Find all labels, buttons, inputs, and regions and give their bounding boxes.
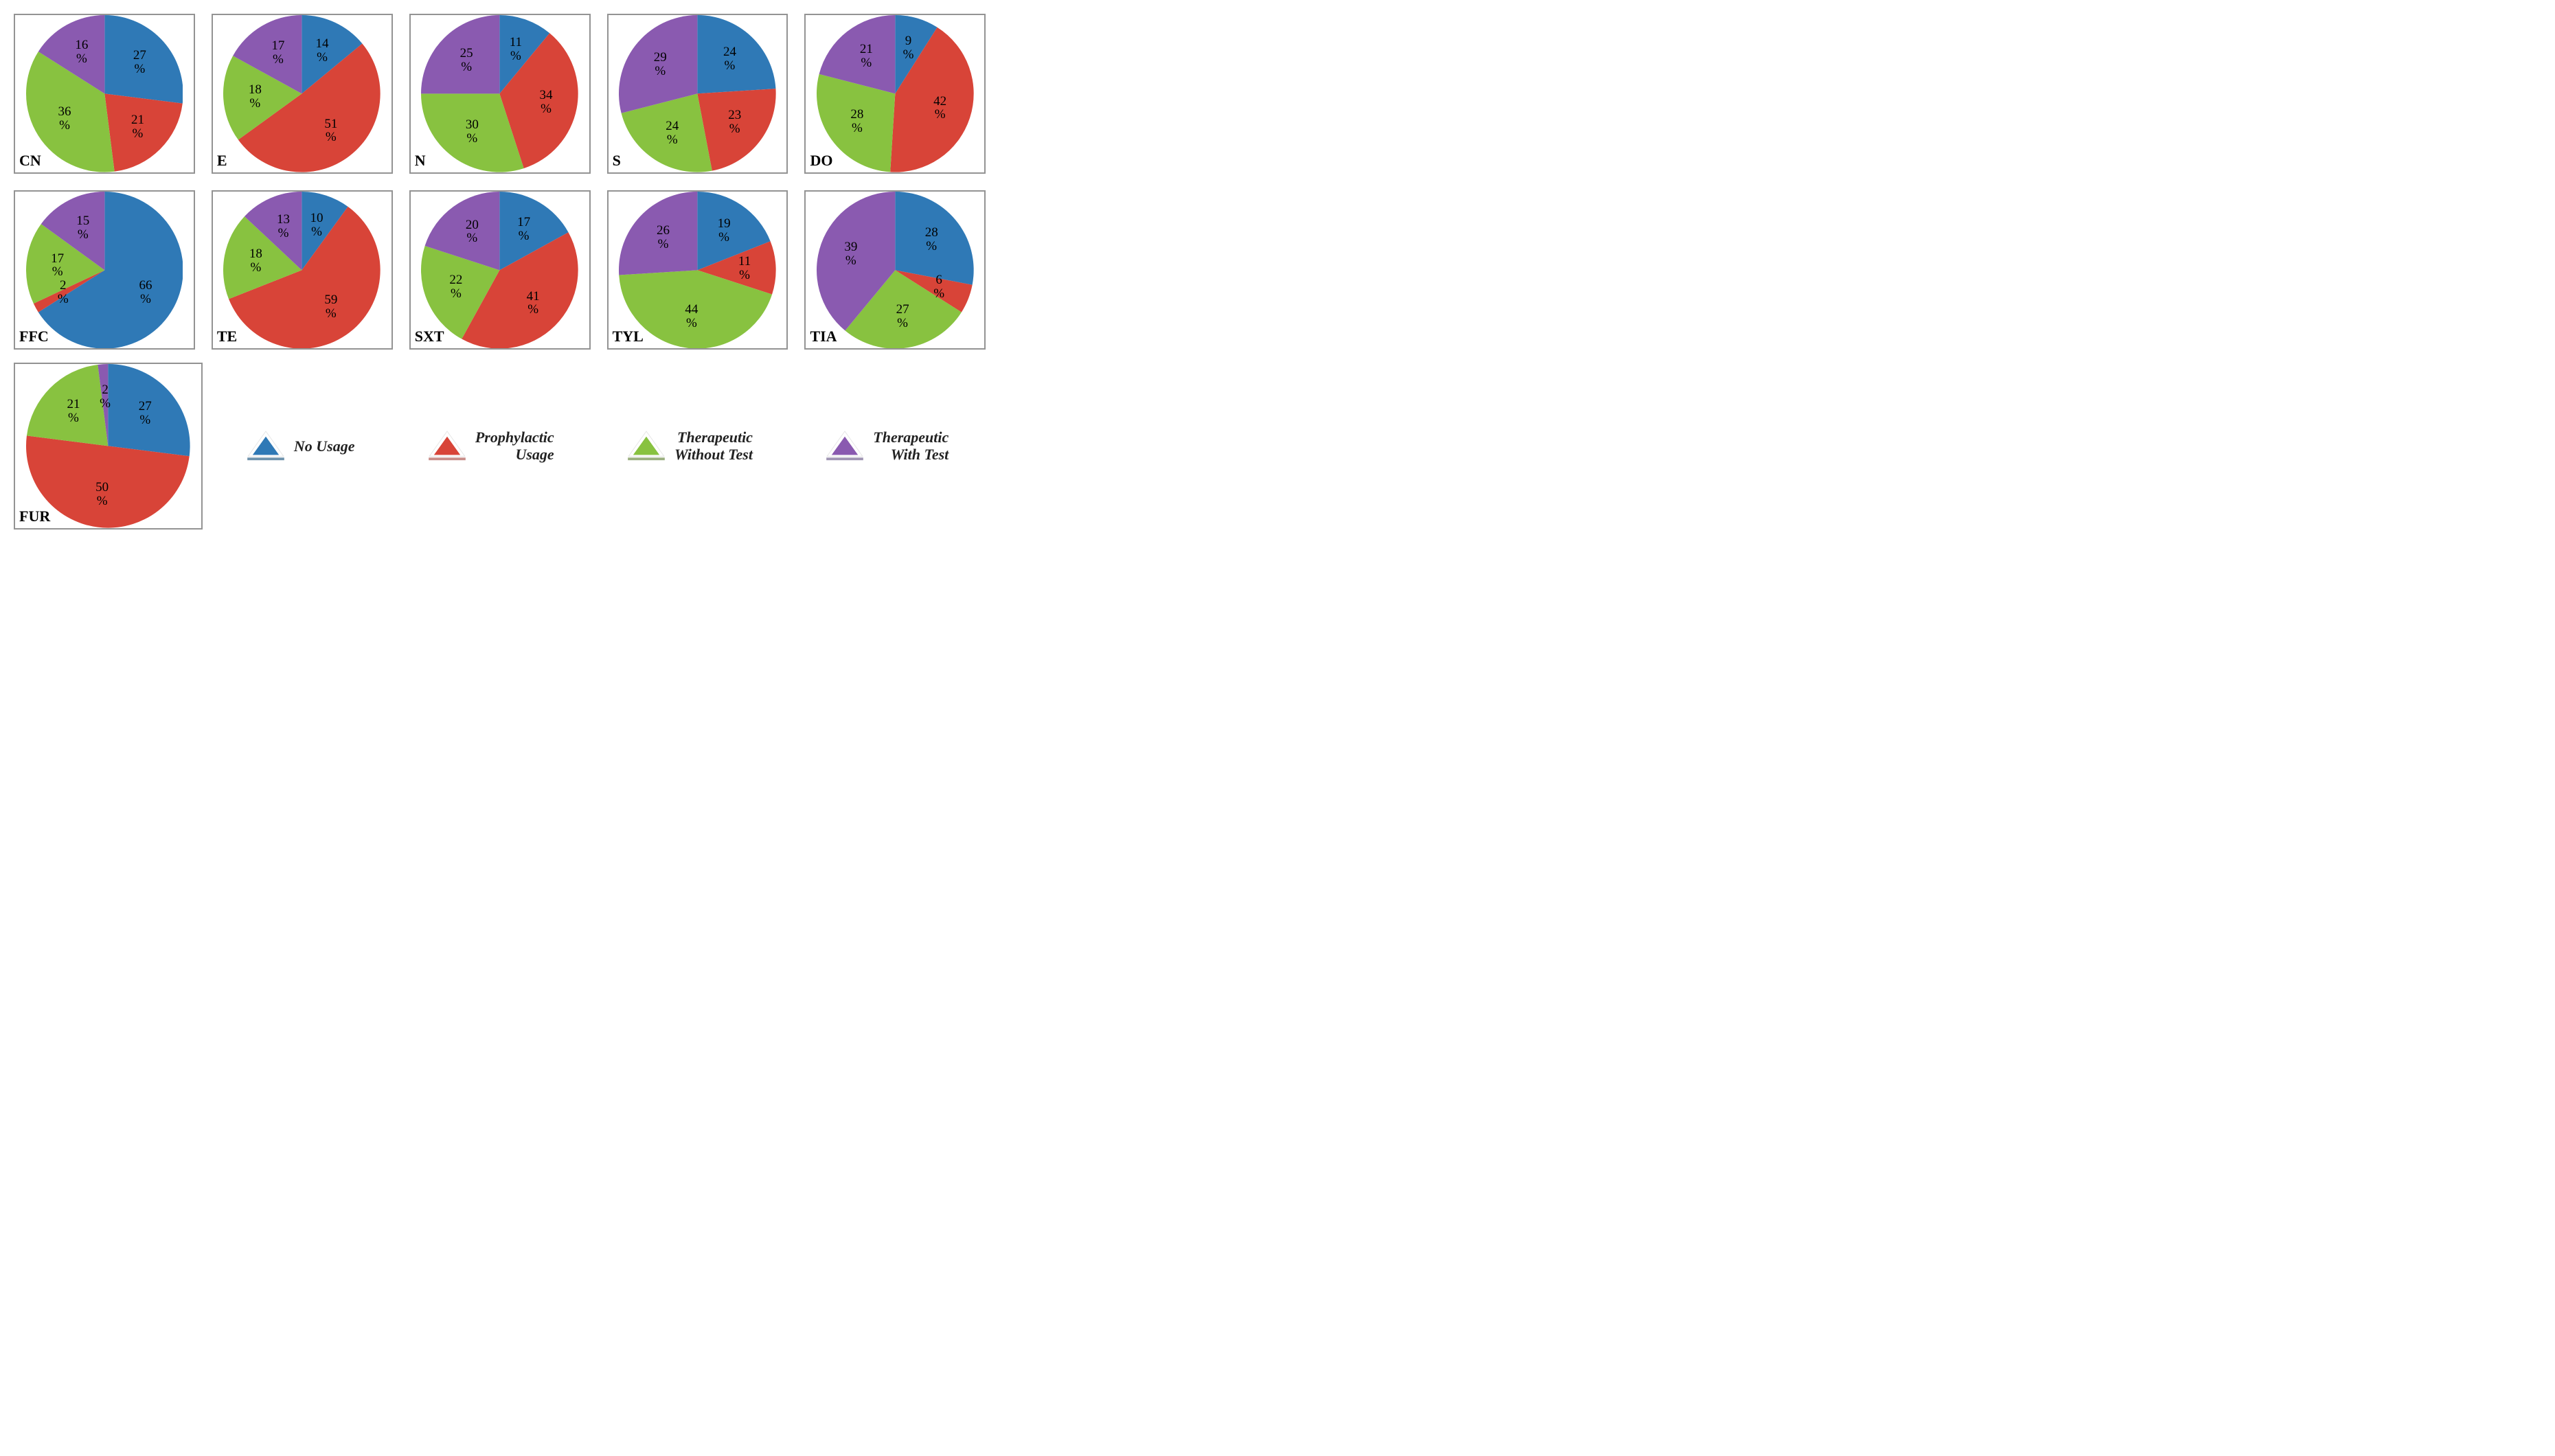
pie-sxt: 17% 41% 22% 20% — [421, 192, 578, 349]
pie-grid: 27% 21% 36% 16% CN 14% 51% 18% 17% E 11% 34% 30% 25% N… — [14, 14, 975, 346]
legend-label: TherapeuticWithout Test — [674, 429, 753, 464]
slice-label: 59% — [324, 293, 337, 321]
slice-label: 17% — [271, 39, 284, 67]
slice-label: 18% — [249, 83, 262, 111]
pie-tyl: 19% 11% 44% 26% — [619, 192, 776, 349]
legend-label: No Usage — [294, 437, 355, 455]
slice-label: 17% — [517, 216, 530, 243]
panel-sxt: 17% 41% 22% 20% SXT — [409, 190, 591, 350]
panel-do: 9% 42% 28% 21% DO — [804, 14, 986, 174]
legend-item: ProphylacticUsage — [427, 429, 554, 464]
slice-label: 44% — [685, 303, 698, 330]
slice-label: 6% — [933, 273, 944, 301]
slice-label: 21% — [67, 398, 80, 425]
slice-label: 42% — [933, 95, 946, 122]
pie-ffc: 66% 2%17% 15% — [26, 192, 183, 349]
panel-code-label: TYL — [613, 328, 644, 345]
slice-label: 20% — [466, 218, 479, 246]
slice-label: 39% — [844, 240, 857, 268]
panel-s: 24% 23% 24% 29% S — [607, 14, 788, 174]
panel-code-label: DO — [810, 152, 832, 170]
panel-n: 11% 34% 30% 25% N — [409, 14, 591, 174]
legend-item: TherapeuticWithout Test — [626, 429, 753, 464]
slice-label: 51% — [324, 117, 337, 145]
slice-label: 22% — [449, 273, 462, 301]
legend-item: TherapeuticWith Test — [825, 429, 949, 464]
slice-label: 23% — [728, 109, 741, 136]
slice-label: 27% — [896, 303, 909, 330]
legend-triangle-icon — [825, 430, 865, 462]
legend: No Usage ProphylacticUsage TherapeuticWith… — [219, 429, 975, 464]
panel-ffc: 66% 2%17% 15% FFC — [14, 190, 195, 350]
slice-label: 24% — [723, 45, 736, 73]
slice-label: 25% — [460, 47, 473, 74]
panel-cn: 27% 21% 36% 16% CN — [14, 14, 195, 174]
panel-code-label: FUR — [19, 508, 50, 525]
slice-label: 28% — [925, 226, 938, 253]
bottom-row: 27% 50% 21% 2% FUR No Usage ProphylacticUsage… — [14, 363, 975, 530]
slice-label: 29% — [654, 51, 667, 78]
legend-triangle-icon — [246, 430, 286, 462]
panel-code-label: CN — [19, 152, 41, 170]
pie-tia: 28% 6% 27% 39% — [817, 192, 974, 349]
slice-label: 9% — [903, 35, 914, 62]
slice-label: 18% — [249, 247, 262, 275]
panel-code-label: E — [217, 152, 227, 170]
pie-s: 24% 23% 24% 29% — [619, 15, 776, 172]
slice-label: 2% — [58, 279, 69, 306]
slice-label: 28% — [850, 108, 863, 135]
panel-code-label: SXT — [415, 328, 444, 345]
legend-label: TherapeuticWith Test — [873, 429, 949, 464]
legend-triangle-icon — [626, 430, 666, 462]
slice-label: 66% — [139, 279, 152, 306]
slice-label: 27% — [133, 49, 146, 76]
pie-te: 10% 59% 18% 13% — [223, 192, 381, 349]
slice-label: 11% — [510, 36, 522, 63]
panel-code-label: FFC — [19, 328, 49, 345]
legend-item: No Usage — [246, 430, 355, 462]
panel-e: 14% 51% 18% 17% E — [212, 14, 393, 174]
panel-code-label: TIA — [810, 328, 837, 345]
slice-label: 21% — [131, 113, 144, 141]
slice-label: 16% — [75, 38, 88, 66]
slice-label: 30% — [466, 118, 479, 146]
slice-label: 27% — [139, 400, 152, 427]
panel-code-label: TE — [217, 328, 237, 345]
slice-label: 26% — [657, 224, 670, 251]
pie-cn: 27% 21% 36% 16% — [26, 15, 183, 172]
panel-code-label: N — [415, 152, 426, 170]
legend-triangle-icon — [427, 430, 467, 462]
panel-te: 10% 59% 18% 13% TE — [212, 190, 393, 350]
slice-label: 13% — [277, 213, 290, 240]
pie-n: 11% 34% 30% 25% — [421, 15, 578, 172]
panel-tia: 28% 6% 27% 39% TIA — [804, 190, 986, 350]
slice-label: 19% — [718, 217, 731, 244]
pie-e: 14% 51% 18% 17% — [223, 15, 381, 172]
panel-fur: 27% 50% 21% 2% FUR — [14, 363, 203, 530]
slice-label: 34% — [540, 89, 553, 116]
legend-label: ProphylacticUsage — [475, 429, 554, 464]
pie-do: 9% 42% 28% 21% — [817, 15, 974, 172]
pie-fur: 27% 50% 21% 2% — [26, 364, 190, 528]
panel-tyl: 19% 11% 44% 26% TYL — [607, 190, 788, 350]
slice-label: 2% — [100, 383, 111, 411]
slice-label: 24% — [666, 120, 679, 147]
slice-no-usage — [698, 15, 776, 93]
slice-label: 11% — [738, 255, 751, 282]
slice-label: 14% — [315, 37, 328, 65]
slice-label: 15% — [76, 214, 89, 242]
slice-label: 36% — [58, 105, 71, 133]
slice-label: 50% — [95, 481, 109, 508]
panel-code-label: S — [613, 152, 621, 170]
slice-label: 10% — [310, 212, 323, 239]
slice-label: 41% — [527, 290, 540, 317]
slice-label: 21% — [860, 43, 873, 70]
slice-label: 17% — [51, 252, 64, 280]
